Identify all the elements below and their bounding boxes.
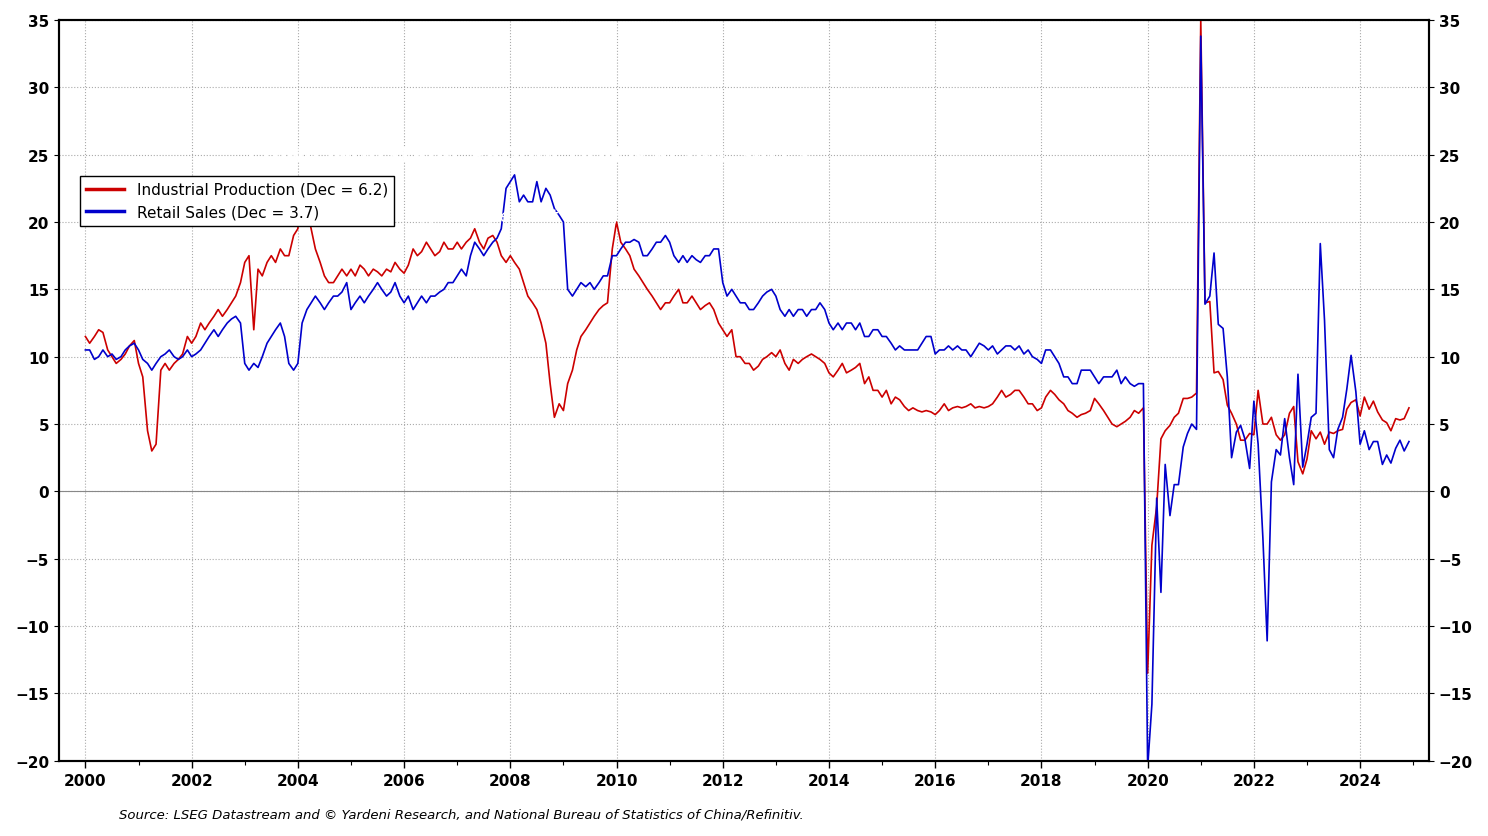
Legend: Industrial Production (Dec = 6.2), Retail Sales (Dec = 3.7): Industrial Production (Dec = 6.2), Retai…	[80, 176, 394, 227]
Text: (yearly percent change): (yearly percent change)	[420, 207, 637, 226]
Text: CHINA INDUSTRIAL PRODUCTION & RETAIL SALES: CHINA INDUSTRIAL PRODUCTION & RETAIL SAL…	[247, 146, 809, 166]
Text: Source: LSEG Datastream and © Yardeni Research, and National Bureau of Statistic: Source: LSEG Datastream and © Yardeni Re…	[119, 808, 804, 821]
